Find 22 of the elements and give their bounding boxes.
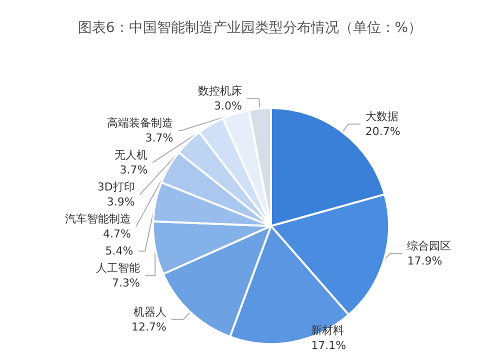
slice-label: 高端装备制造 [107, 116, 174, 130]
data-label: 7.3% [112, 276, 140, 290]
data-label: 3.9% [106, 196, 135, 209]
slice-label: 新材料 [311, 324, 344, 337]
data-label: 17.1% [311, 339, 346, 352]
slice-label: 机器人 [133, 305, 166, 318]
slice-label: 数控机床 [198, 84, 242, 98]
data-label: 5.4% [105, 244, 134, 258]
slice-label: 3D打印 [97, 180, 135, 194]
data-label: 3.0% [214, 100, 242, 113]
slice-label: 人工智能 [96, 262, 140, 275]
slice-label: 汽车智能制造 [65, 212, 131, 226]
chart-title: 图表6：中国智能制造产业园类型分布情况（单位：%） [78, 20, 422, 36]
slice-label: 大数据 [365, 110, 398, 124]
slice-label: 无人机 [114, 148, 148, 162]
data-label: 3.7% [145, 132, 174, 145]
data-label: 12.7% [131, 320, 166, 334]
data-label: 20.7% [365, 125, 400, 138]
slice-label: 综合园区 [407, 240, 452, 253]
data-label: 17.9% [407, 254, 442, 268]
data-label: 4.7% [103, 228, 131, 241]
data-label: 3.7% [120, 164, 148, 177]
